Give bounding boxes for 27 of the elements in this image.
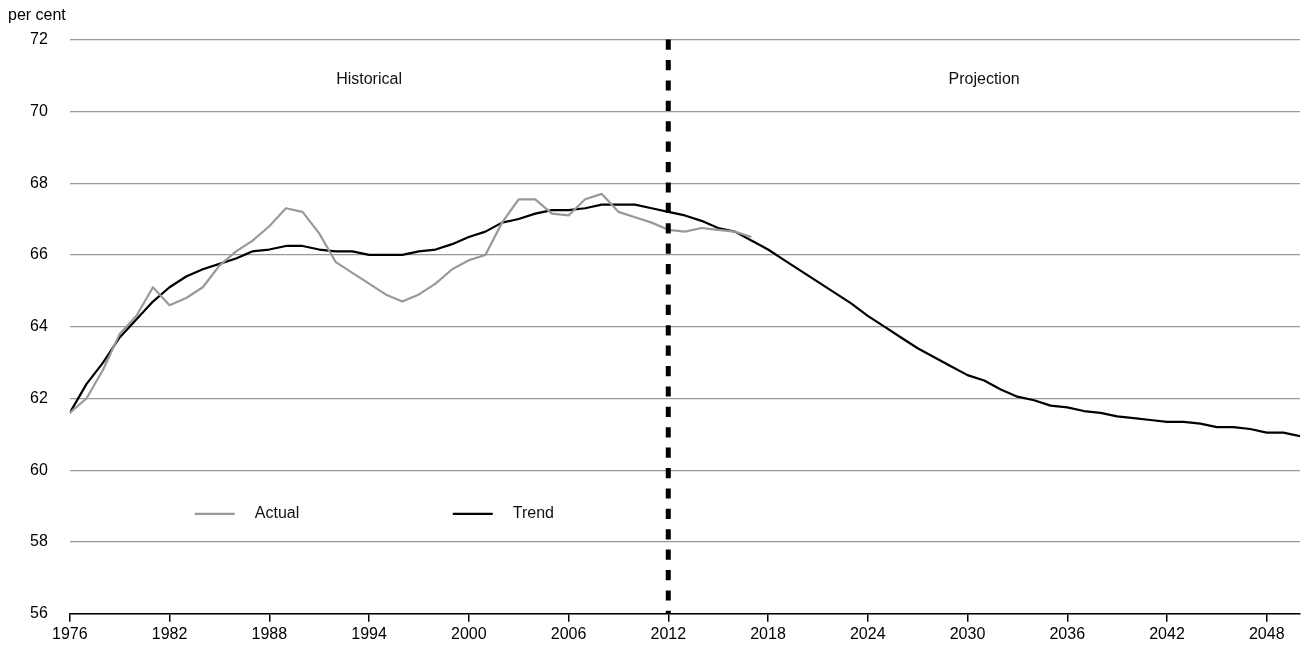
y-tick-label: 70 bbox=[30, 101, 48, 119]
x-tick-label: 2048 bbox=[1248, 624, 1285, 642]
x-tick-label: 1988 bbox=[251, 624, 288, 642]
y-tick-label: 72 bbox=[30, 30, 48, 48]
legend-label: Trend bbox=[512, 504, 554, 522]
x-tick-label: 1994 bbox=[351, 624, 387, 642]
x-tick-label: 2000 bbox=[450, 624, 487, 642]
legend-label: Actual bbox=[254, 504, 300, 522]
y-tick-label: 68 bbox=[30, 173, 48, 191]
x-tick-label: 1982 bbox=[151, 624, 188, 642]
x-tick-label: 2006 bbox=[550, 624, 587, 642]
y-tick-label: 60 bbox=[30, 460, 48, 478]
x-tick-label: 2042 bbox=[1149, 624, 1185, 642]
y-tick-label: 64 bbox=[30, 317, 48, 335]
x-tick-label: 1976 bbox=[52, 624, 88, 642]
y-tick-label: 58 bbox=[30, 532, 48, 550]
y-axis-title: per cent bbox=[8, 6, 67, 24]
x-tick-label: 2024 bbox=[849, 624, 886, 642]
y-tick-label: 66 bbox=[30, 245, 48, 263]
y-tick-label: 62 bbox=[30, 388, 48, 406]
x-tick-label: 2030 bbox=[949, 624, 986, 642]
x-tick-label: 2012 bbox=[650, 624, 687, 642]
annotation: Historical bbox=[336, 70, 402, 88]
x-tick-label: 2018 bbox=[750, 624, 786, 642]
annotation: Projection bbox=[948, 70, 1020, 88]
y-tick-label: 56 bbox=[30, 604, 48, 622]
x-tick-label: 2036 bbox=[1049, 624, 1086, 642]
